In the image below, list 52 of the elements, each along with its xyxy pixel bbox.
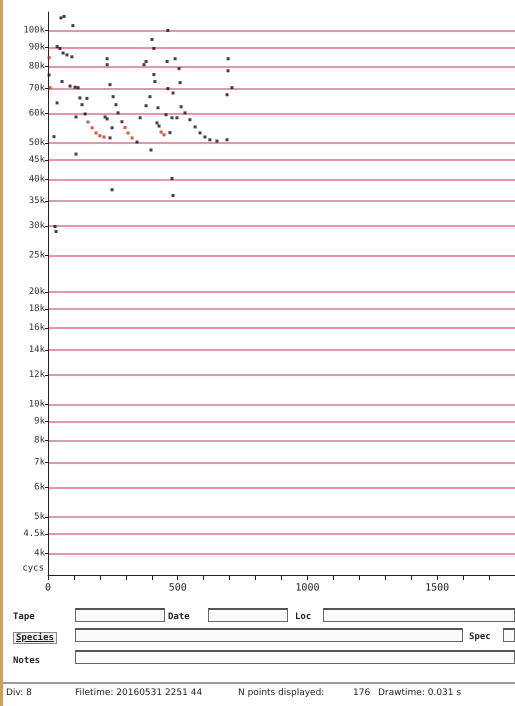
y-tick-label: 9k xyxy=(34,416,46,427)
y-tick-label: 7k xyxy=(34,457,46,468)
text: Date xyxy=(168,612,190,622)
text: Loc xyxy=(295,612,312,622)
text: Drawtime: 0.031 s xyxy=(378,688,462,698)
point xyxy=(86,120,90,124)
y-tick-label: 45k xyxy=(28,155,46,166)
y-tick-label: 6k xyxy=(34,482,46,492)
point xyxy=(94,131,98,134)
text: Spec xyxy=(469,632,491,642)
y-tick-label: 16k xyxy=(28,323,46,334)
text: N points displayed: xyxy=(238,688,324,698)
point xyxy=(98,134,102,138)
point xyxy=(90,126,94,130)
point xyxy=(48,56,51,60)
x-tick-label: 500 xyxy=(168,582,187,594)
y-tick-label: 60k xyxy=(28,108,46,118)
point xyxy=(48,86,52,90)
y-tick-label: 10k xyxy=(28,399,46,410)
y-tick-label: 50k xyxy=(28,138,46,148)
y-tick-label: 40k xyxy=(28,174,46,184)
y-tick-label: 35k xyxy=(28,196,46,206)
y-tick-label: 4.5k xyxy=(23,529,46,540)
text: 176 xyxy=(353,688,370,698)
text: Div: 8 xyxy=(6,688,32,698)
text: Species xyxy=(13,632,57,644)
y-tick-label: 18k xyxy=(28,304,46,314)
point xyxy=(102,135,106,138)
point xyxy=(124,126,127,130)
x-axis-title: cycs xyxy=(22,564,44,574)
y-tick-label: 8k xyxy=(34,436,46,446)
point xyxy=(130,136,134,140)
y-tick-label: 70k xyxy=(28,83,46,94)
y-tick-label: 5k xyxy=(34,512,46,522)
y-tick-label: 4k xyxy=(34,548,46,558)
y-tick-label: 12k xyxy=(28,370,46,380)
y-tick-label: 20k xyxy=(28,286,46,297)
point xyxy=(160,130,163,134)
text: Filetime: 20160531 2251 44 xyxy=(75,688,202,698)
y-tick-label: 14k xyxy=(28,344,46,355)
text: Tape xyxy=(13,612,35,622)
y-tick-label: 25k xyxy=(28,250,46,261)
x-tick-label: 1500 xyxy=(425,582,450,594)
y-tick-label: 80k xyxy=(28,62,46,72)
text: Notes xyxy=(13,656,40,666)
point xyxy=(126,131,130,134)
x-tick-label: 1000 xyxy=(295,582,320,594)
y-tick-label: 90k xyxy=(28,42,46,53)
y-tick-label: 30k xyxy=(28,220,46,231)
y-tick-label: 100k xyxy=(23,25,46,36)
x-tick-label: 0 xyxy=(44,582,52,594)
point xyxy=(162,133,166,136)
